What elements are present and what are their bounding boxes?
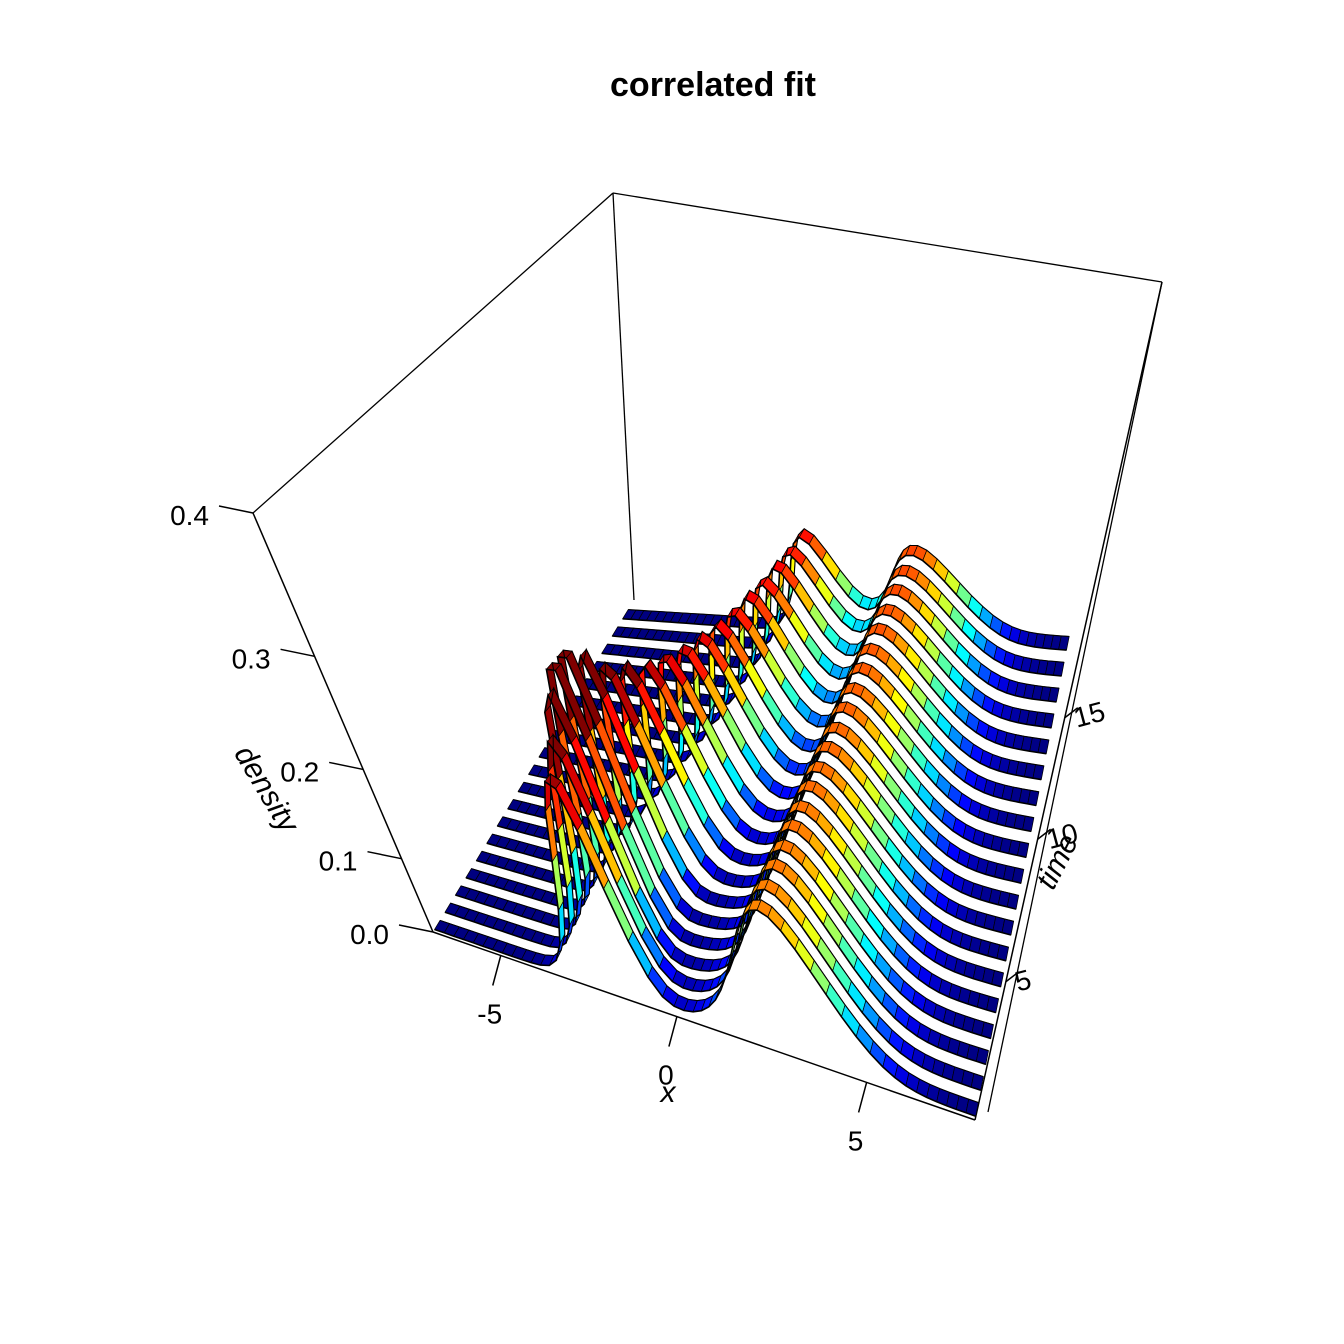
time-tick [1064, 707, 1079, 719]
time-tick [1037, 828, 1052, 840]
density-tick [329, 761, 364, 771]
x-tick-label: -5 [477, 999, 502, 1030]
surface-facet [744, 657, 768, 700]
surface-ribbons [433, 527, 1070, 1117]
box-edge [252, 192, 614, 514]
x-axis-line [432, 931, 976, 1121]
ribbon-back-outline [628, 527, 1070, 637]
ribbon-front-outline [465, 668, 992, 1040]
surface-facet [784, 641, 805, 677]
time-tick-label: 15 [1070, 696, 1108, 734]
surface-facet [816, 936, 837, 972]
surface-facet [722, 754, 745, 795]
density-ribbon [569, 606, 1045, 781]
density-ribbon [444, 732, 984, 1092]
ribbon-front-outline [444, 739, 982, 1092]
density-tick-label: 0.3 [232, 643, 271, 674]
density-ribbon [433, 772, 979, 1117]
surface-facet [722, 707, 747, 753]
ribbon-front-outline [622, 536, 1067, 651]
surface-facet [703, 814, 724, 850]
ribbon-front-outline [455, 692, 987, 1066]
box-edge [612, 192, 635, 601]
surface-facet [794, 937, 815, 973]
ribbon-back-outline [554, 630, 1035, 819]
surface-facet [703, 766, 727, 811]
density-axis-line [252, 512, 434, 933]
axis-lines [218, 281, 1163, 1121]
surface-facet [702, 716, 728, 767]
time-axis-line [974, 281, 1163, 1121]
ribbon-front-outline [570, 615, 1042, 781]
x-axis-label: x [659, 1076, 677, 1109]
x-tick-label: 5 [848, 1125, 864, 1156]
density-tick-label: 0.1 [319, 846, 358, 877]
x-tick [857, 1082, 868, 1113]
z-axis-label: density [228, 740, 306, 840]
density-tick [367, 850, 402, 860]
density-ribbon [621, 527, 1070, 651]
ribbon-back-outline [544, 643, 1029, 845]
surface-facet [741, 697, 765, 739]
surface-facet [683, 776, 709, 827]
box-edge [612, 192, 1163, 283]
ribbon-back-outline [439, 772, 979, 1104]
x-tick-label: 0 [658, 1060, 674, 1091]
density-tick-label: 0.2 [280, 756, 319, 787]
surface-facet [780, 676, 801, 710]
density-tick-label: 0.0 [350, 919, 389, 950]
surface-facet [683, 826, 706, 866]
ribbon-front-outline [612, 554, 1062, 677]
surface-facet [793, 580, 815, 615]
surface-facet [763, 648, 786, 688]
time-tick [1005, 971, 1020, 983]
surface-facet [788, 609, 810, 645]
density-tick [398, 924, 434, 933]
time-tick-label: 5 [1011, 964, 1034, 998]
x-tick [668, 1016, 678, 1047]
surface-facet [761, 688, 783, 726]
ribbon-back-outline [460, 686, 989, 1052]
x-tick [492, 955, 502, 986]
density-tick-label: 0.4 [170, 500, 209, 531]
density-tick [280, 648, 315, 658]
surface-facet [740, 741, 762, 778]
ribbon-front-outline [434, 780, 976, 1117]
surface-facet [810, 959, 831, 996]
surface-facet [823, 912, 843, 948]
ribbon-back-outline [450, 732, 984, 1078]
ribbon-back-outline [617, 545, 1065, 663]
box-edge [987, 281, 1163, 1113]
density-tick [218, 505, 254, 514]
chart-title: correlated fit [610, 66, 816, 104]
ribbon-front-outline [476, 655, 997, 1014]
ribbon-front-outline [591, 584, 1052, 729]
